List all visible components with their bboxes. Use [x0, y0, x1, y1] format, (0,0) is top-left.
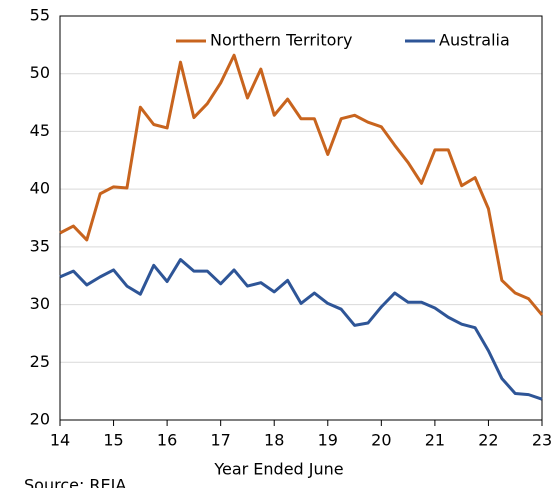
x-tick-label: 17 — [210, 431, 230, 450]
x-tick-label: 16 — [157, 431, 177, 450]
plot-frame — [59, 15, 543, 421]
y-tick-label: 45 — [30, 121, 50, 140]
x-tick-label: 15 — [103, 431, 123, 450]
y-tick-label: 20 — [30, 410, 50, 429]
x-tick-label: 14 — [50, 431, 70, 450]
legend-label: Northern Territory — [210, 31, 352, 50]
x-tick-label: 18 — [264, 431, 284, 450]
y-tick-label: 35 — [30, 236, 50, 255]
series-line — [59, 258, 543, 401]
x-tick-label: 19 — [318, 431, 338, 450]
x-tick-label: 20 — [371, 431, 391, 450]
y-tick-label: 40 — [30, 179, 50, 198]
x-tick-label: 22 — [478, 431, 498, 450]
y-tick-label: 55 — [30, 6, 50, 25]
x-tick-label: 21 — [425, 431, 445, 450]
y-tick-label: 25 — [30, 352, 50, 371]
legend-label: Australia — [439, 31, 510, 50]
y-tick-label: 50 — [30, 63, 50, 82]
x-axis-label: Year Ended June — [213, 460, 343, 479]
series-line — [59, 53, 544, 316]
x-tick-label: 23 — [532, 431, 552, 450]
y-tick-label: 30 — [30, 294, 50, 313]
source-note: Source: REIA — [24, 476, 126, 488]
